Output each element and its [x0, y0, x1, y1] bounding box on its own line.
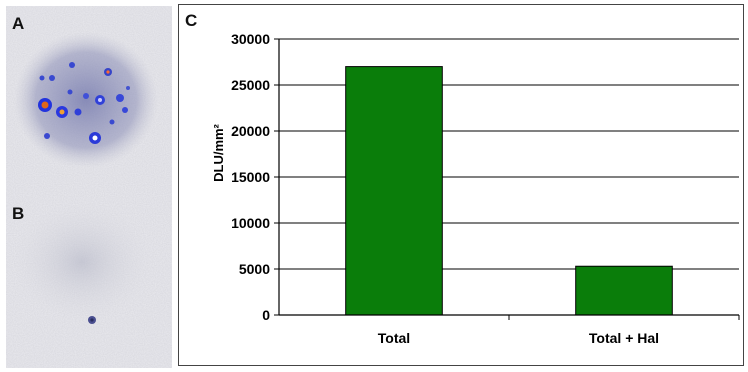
- bar-2: [575, 265, 673, 316]
- panel-label-c: C: [185, 11, 198, 30]
- bar-chart-panel: C 0 5000 10000 15000 20000 25000 30000 Total To…: [178, 4, 744, 366]
- y-axis-label: DLU/mm²: [211, 123, 226, 181]
- y-tick-label: 10000: [231, 215, 270, 231]
- x-tick-label: Total: [378, 330, 410, 346]
- y-tick-label: 20000: [231, 123, 270, 139]
- y-tick-label: 0: [262, 307, 270, 323]
- panel-label-b: B: [12, 204, 25, 223]
- autoradiograph-panels: A B: [0, 0, 178, 372]
- axes: [274, 38, 740, 320]
- bar-1: [345, 66, 443, 316]
- autoradiograph-image: [6, 6, 172, 368]
- y-tick-label: 5000: [239, 261, 270, 277]
- bars: [345, 66, 673, 316]
- y-tick-labels: 0 5000 10000 15000 20000 25000 30000: [231, 31, 270, 323]
- x-tick-label: Total + Hal: [589, 330, 659, 346]
- hot-spots: [38, 62, 130, 144]
- panel-label-a: A: [12, 14, 25, 33]
- y-tick-label: 25000: [231, 77, 270, 93]
- x-tick-labels: Total Total + Hal: [378, 330, 659, 346]
- y-tick-label: 15000: [231, 169, 270, 185]
- y-tick-label: 30000: [231, 31, 270, 47]
